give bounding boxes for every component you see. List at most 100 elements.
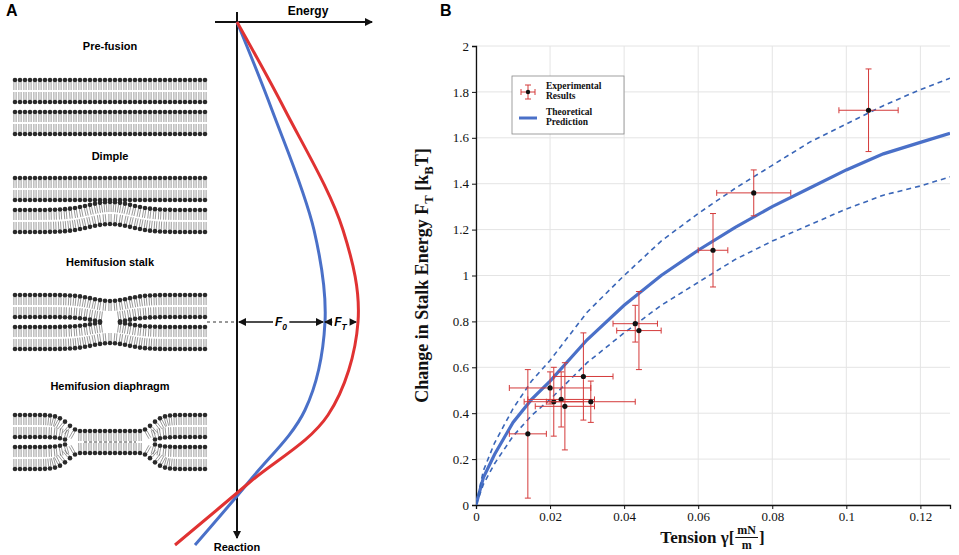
lipid-head <box>53 132 58 137</box>
lipid-tail <box>198 222 199 230</box>
legend-label-line: Prediction <box>546 117 589 127</box>
lipid-tail <box>116 303 118 311</box>
lipid-tail <box>132 217 134 225</box>
lipid-tail <box>58 82 59 90</box>
lipid-head <box>138 324 143 329</box>
lipid-head <box>23 230 28 235</box>
y-tick-label: 1.4 <box>453 176 470 191</box>
lipid-tail <box>193 222 194 230</box>
lipid-tail <box>175 449 176 457</box>
lipid-tail <box>71 82 72 90</box>
lipid-head <box>63 437 68 442</box>
data-point <box>866 108 871 113</box>
lipid-tail <box>66 92 67 100</box>
lipid-tail <box>41 92 42 100</box>
lipid-tail <box>139 328 141 336</box>
lipid-head <box>163 229 168 234</box>
lipid-tail <box>151 190 152 198</box>
lipid-tail <box>88 124 89 132</box>
lipid-head <box>198 325 203 330</box>
lipid-tail <box>36 427 37 435</box>
lipid-tail <box>188 459 189 467</box>
lipid-tail <box>133 92 134 100</box>
lipid-head <box>133 295 138 300</box>
lipid-head <box>118 298 123 303</box>
lipid-head <box>153 442 158 447</box>
lipid-tail <box>82 218 84 226</box>
lipid-tail <box>201 329 202 337</box>
lipid-head <box>28 445 33 450</box>
lipid-tail <box>33 92 34 100</box>
lipid-tail <box>51 418 53 426</box>
lipid-head <box>63 419 68 424</box>
lipid-tail <box>156 92 157 100</box>
lipid-tail <box>131 180 132 188</box>
lipid-tail <box>141 219 143 227</box>
y-tick-mark <box>472 184 476 185</box>
lipid-tail <box>133 443 134 451</box>
lipid-head <box>128 317 133 322</box>
lipid-tail <box>188 124 189 132</box>
y-tick: 1.2 <box>453 222 476 237</box>
lipid-tail <box>116 82 117 90</box>
bilayer-pair <box>13 293 208 352</box>
lipid-tail <box>114 333 116 341</box>
lipid-head <box>33 78 38 83</box>
lipid-tail <box>38 114 39 122</box>
lipid-tail <box>181 427 182 435</box>
lipid-tail <box>178 339 179 347</box>
lipid-head <box>38 325 43 330</box>
lipid-tail <box>70 338 71 346</box>
lipid-tail <box>160 212 161 220</box>
lipid-tail <box>68 124 69 132</box>
lipid-tail <box>101 190 102 198</box>
lipid-tail <box>87 336 89 344</box>
lipid-tail <box>183 329 184 337</box>
lipid-head <box>198 445 203 450</box>
lipid-head <box>28 132 33 137</box>
lipid-tail <box>143 328 145 336</box>
lipid-tail <box>178 190 179 198</box>
lipid-head <box>53 414 58 419</box>
lipid-head <box>133 132 138 137</box>
lipid-tail <box>201 222 202 230</box>
legend-symbol <box>519 117 537 120</box>
lipid-tail <box>79 308 81 316</box>
lipid-tail <box>13 297 14 305</box>
lipid-tail <box>131 443 132 451</box>
lipid-head <box>188 315 193 320</box>
lipid-head <box>188 78 193 83</box>
lipid-head <box>23 413 28 418</box>
lipid-tail <box>16 297 17 305</box>
lipid-head <box>33 100 38 105</box>
lipid-tail <box>31 124 32 132</box>
lipid-tail <box>126 433 127 441</box>
lipid-head <box>193 230 198 235</box>
y-tick-label: 0.8 <box>453 314 469 329</box>
lipid-tail <box>71 329 72 337</box>
lipid-tail <box>155 307 156 315</box>
lipid-head <box>173 132 178 137</box>
lipid-tail <box>196 82 197 90</box>
lipid-head <box>18 347 23 352</box>
lipid-head <box>148 100 153 105</box>
lipid-tail <box>138 190 139 198</box>
lipid-tail <box>91 180 92 188</box>
lipid-head <box>53 293 58 298</box>
lipid-head <box>53 78 58 83</box>
lipid-head <box>18 230 23 235</box>
lipid-head <box>38 467 43 472</box>
lipid-tail <box>128 92 129 100</box>
lipid-tail <box>151 124 152 132</box>
lipid-tail <box>171 459 173 467</box>
lipid-tail <box>128 180 129 188</box>
lipid-tail <box>78 180 79 188</box>
lipid-tail <box>101 114 102 122</box>
lipid-tail <box>18 114 19 122</box>
lipid-tail <box>73 114 74 122</box>
energy-curve <box>195 22 325 545</box>
x-error-bar <box>554 373 613 379</box>
lipid-tail <box>88 82 89 90</box>
lipid-tail <box>88 433 89 441</box>
y-tick-label: 0 <box>463 498 470 513</box>
